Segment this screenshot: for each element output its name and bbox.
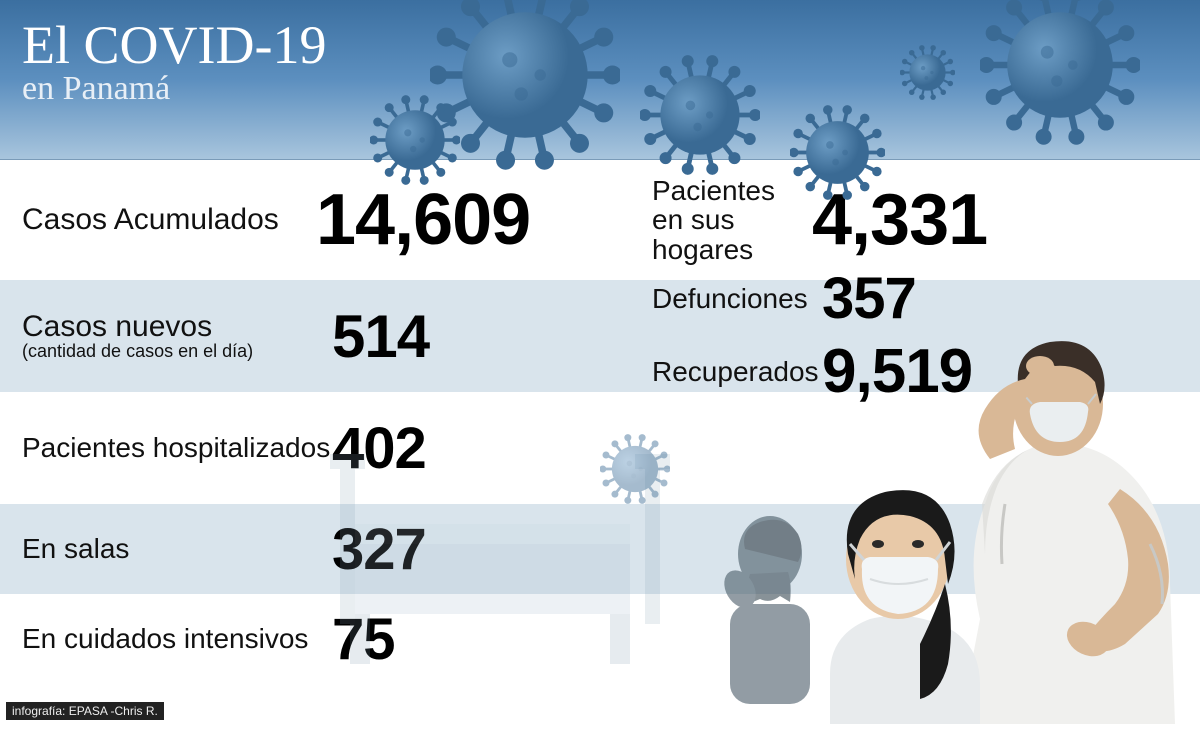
- virus-icon: [600, 434, 670, 504]
- virus-icon: [980, 0, 1140, 145]
- row-nuevos-def-rec: Casos nuevos (cantidad de casos en el dí…: [0, 280, 1200, 392]
- label-hospitalizados: Pacientes hospitalizados: [22, 433, 332, 462]
- value-recuperados: 9,519: [822, 336, 972, 407]
- stats-content: Casos Acumulados 14,609 Pacientesen sus …: [0, 160, 1200, 684]
- pair-defunciones: Defunciones 357: [652, 265, 1200, 332]
- label-hogares: Pacientesen sus hogares: [652, 176, 802, 264]
- virus-icon: [790, 105, 885, 200]
- infographic-credit: infografía: EPASA -Chris R.: [6, 702, 164, 720]
- cell-nuevos: Casos nuevos (cantidad de casos en el dí…: [22, 302, 652, 371]
- value-nuevos: 514: [332, 302, 429, 371]
- label-recuperados: Recuperados: [652, 357, 822, 386]
- label-salas: En salas: [22, 534, 332, 563]
- row-acumulados-hogares: Casos Acumulados 14,609 Pacientesen sus …: [0, 160, 1200, 280]
- label-nuevos: Casos nuevos: [22, 310, 212, 343]
- cell-def-rec: Defunciones 357 Recuperados 9,519: [652, 265, 1200, 407]
- virus-icon: [370, 95, 460, 185]
- value-acumulados: 14,609: [316, 179, 530, 261]
- label-defunciones: Defunciones: [652, 284, 822, 313]
- pair-recuperados: Recuperados 9,519: [652, 336, 1200, 407]
- note-nuevos: (cantidad de casos en el día): [22, 342, 322, 361]
- label-acumulados: Casos Acumulados: [22, 204, 312, 236]
- value-defunciones: 357: [822, 265, 916, 332]
- virus-icon: [640, 55, 760, 175]
- cell-acumulados: Casos Acumulados 14,609: [22, 179, 652, 261]
- label-nuevos-wrap: Casos nuevos (cantidad de casos en el dí…: [22, 311, 322, 361]
- header-banner: El COVID-19 en Panamá: [0, 0, 1200, 160]
- virus-icon: [900, 45, 955, 100]
- label-intensivos: En cuidados intensivos: [22, 624, 332, 653]
- cell-hogares: Pacientesen sus hogares 4,331: [652, 176, 1200, 264]
